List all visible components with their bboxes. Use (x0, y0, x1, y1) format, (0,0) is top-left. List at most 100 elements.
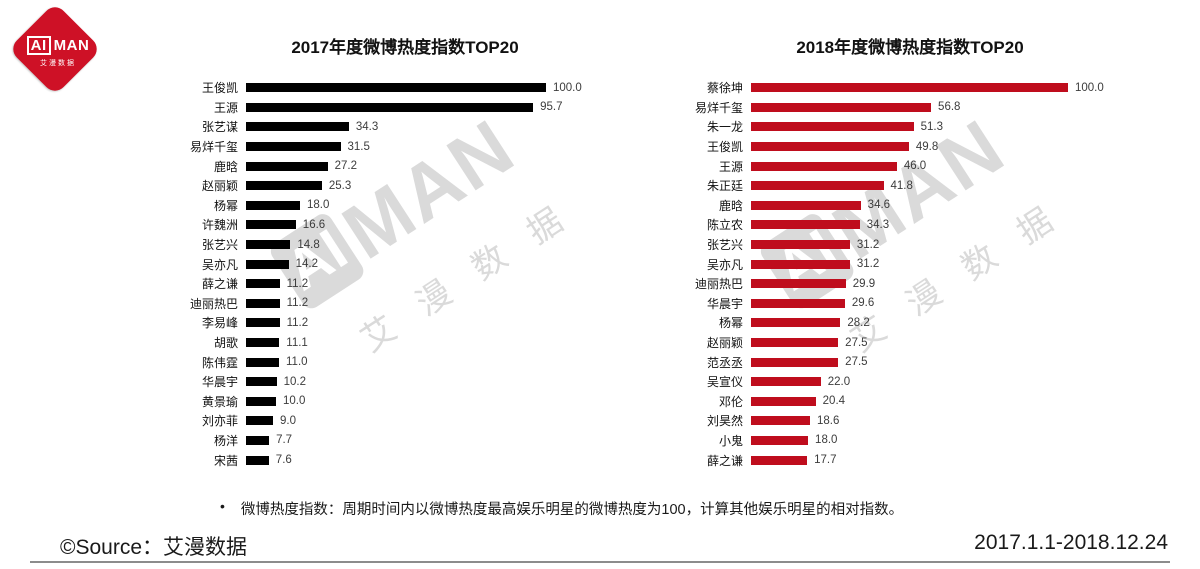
bar-value-label: 29.9 (852, 277, 876, 290)
bar-category-label: 易烊千玺 (189, 140, 238, 155)
bar-chart-2017: 王俊凯 100.0 王源 95.7 张艺谋 34.3 易烊千玺 31.5 鹿晗 27.2 赵丽颖 25… (133, 78, 623, 470)
bar (246, 161, 328, 171)
bar-category-label: 赵丽颖 (706, 336, 743, 351)
bar-category-label: 吴亦凡 (201, 257, 238, 272)
bar-value-label: 11.1 (286, 336, 308, 349)
chart-row: 黄景瑜 10.0 (133, 392, 623, 412)
chart-row: 赵丽颖 25.3 (133, 176, 623, 196)
bar-value-label: 16.6 (302, 218, 326, 231)
bar-value-label: 17.7 (814, 454, 837, 467)
bar-category-label: 杨幂 (213, 198, 238, 213)
bar-category-label: 王源 (718, 159, 743, 174)
bar-value-label: 29.6 (851, 297, 875, 310)
bar-value-label: 22.0 (827, 375, 851, 388)
bar-category-label: 王源 (213, 100, 238, 115)
chart-row: 陈立农 34.3 (638, 215, 1128, 235)
bar (751, 377, 821, 387)
bar-value-label: 31.5 (347, 140, 370, 153)
bar-category-label: 朱一龙 (706, 120, 743, 135)
footnote-text: 微博热度指数：周期时间内以微博热度最高娱乐明星的微博热度为100，计算其他娱乐明… (240, 502, 904, 518)
bar-value-label: 9.0 (280, 414, 296, 427)
bar-value-label: 11.0 (286, 356, 308, 369)
footer-divider (30, 561, 1170, 563)
bar-value-label: 46.0 (903, 160, 927, 173)
logo-man-text: MAN (53, 37, 90, 54)
bar (751, 200, 861, 210)
bar-category-label: 范丞丞 (706, 355, 743, 370)
bar-category-label: 许魏洲 (201, 218, 238, 233)
bar-value-label: 28.2 (847, 316, 870, 329)
bar-category-label: 朱正廷 (706, 179, 743, 194)
bar-category-label: 宋茜 (213, 453, 238, 468)
footer-date-range: 2017.1.1-2018.12.24 (974, 531, 1168, 554)
bar-value-label: 100.0 (553, 81, 582, 94)
chart-row: 邓伦 20.4 (638, 392, 1128, 412)
bar-value-label: 95.7 (540, 101, 563, 114)
bar-value-label: 100.0 (1075, 81, 1104, 94)
bar (751, 122, 914, 132)
bar (246, 259, 289, 269)
bar (751, 338, 839, 348)
bar-category-label: 黄景瑜 (201, 394, 238, 409)
bar (751, 396, 816, 406)
bullet-icon: • (220, 498, 225, 514)
bar-category-label: 张艺兴 (201, 238, 238, 253)
bar-value-label: 10.0 (283, 395, 306, 408)
bar-value-label: 34.6 (867, 199, 891, 212)
chart-row: 王源 46.0 (638, 156, 1128, 176)
bar (751, 298, 845, 308)
chart-row: 张艺兴 31.2 (638, 235, 1128, 255)
bar-value-label: 18.6 (816, 414, 840, 427)
bar-category-label: 张艺兴 (706, 238, 743, 253)
bar (751, 455, 808, 465)
chart-row: 李易峰 11.2 (133, 313, 623, 333)
bar-category-label: 鹿晗 (718, 198, 743, 213)
bar (751, 318, 841, 328)
chart-row: 易烊千玺 56.8 (638, 98, 1128, 118)
chart-row: 胡歌 11.1 (133, 333, 623, 353)
bar (246, 240, 291, 250)
bar (751, 357, 839, 367)
chart-row: 王源 95.7 (133, 98, 623, 118)
bar (751, 181, 884, 191)
bar (751, 259, 850, 269)
chart-title-2018: 2018年度微博热度指数TOP20 (796, 38, 1024, 57)
chart-row: 朱正廷 41.8 (638, 176, 1128, 196)
chart-row: 陈伟霆 11.0 (133, 352, 623, 372)
bar-category-label: 易烊千玺 (694, 100, 743, 115)
logo-subtext: 艾漫数据 (40, 60, 76, 67)
bar-value-label: 10.2 (283, 375, 306, 388)
bar-value-label: 18.0 (815, 434, 838, 447)
chart-row: 杨洋 7.7 (133, 431, 623, 451)
chart-title-2017: 2017年度微博热度指数TOP20 (291, 38, 519, 57)
bar-category-label: 陈伟霆 (201, 355, 238, 370)
chart-row: 王俊凯 49.8 (638, 137, 1128, 157)
bar-category-label: 王俊凯 (706, 140, 743, 155)
bar (246, 181, 322, 191)
chart-row: 王俊凯 100.0 (133, 78, 623, 98)
bar-value-label: 11.2 (286, 277, 309, 290)
bar-value-label: 14.8 (297, 238, 320, 251)
logo-ai-text: AI (26, 36, 51, 55)
chart-row: 迪丽热巴 11.2 (133, 294, 623, 314)
bar (246, 435, 270, 445)
bar-value-label: 27.2 (334, 160, 357, 173)
bar-category-label: 胡歌 (213, 336, 238, 351)
bar-category-label: 赵丽颖 (201, 179, 238, 194)
bar-category-label: 薛之谦 (706, 453, 743, 468)
bar (246, 279, 280, 289)
chart-row: 杨幂 28.2 (638, 313, 1128, 333)
bar-category-label: 李易峰 (201, 316, 238, 331)
bar (246, 200, 300, 210)
bar-value-label: 41.8 (890, 179, 913, 192)
bar (246, 416, 273, 426)
bar-category-label: 陈立农 (706, 218, 743, 233)
bar (751, 83, 1068, 93)
bar (751, 279, 846, 289)
bar-value-label: 7.7 (276, 434, 293, 447)
bar (246, 122, 349, 132)
chart-row: 蔡徐坤 100.0 (638, 78, 1128, 98)
bar (246, 338, 280, 348)
bar-category-label: 杨洋 (213, 433, 238, 448)
bar (246, 102, 534, 112)
